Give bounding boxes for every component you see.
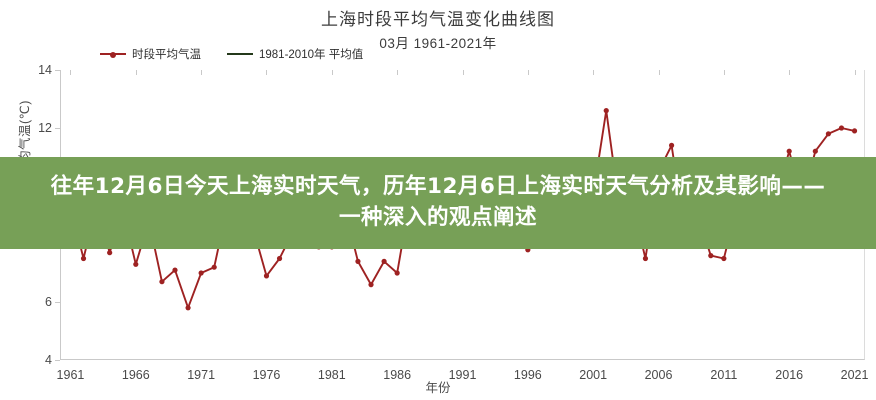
data-point-marker[interactable] [721,255,727,262]
data-point-marker[interactable] [355,258,361,264]
x-tick-label: 1986 [383,368,412,382]
x-tick-label: 2016 [775,368,804,382]
x-tick-label: 2011 [710,368,738,382]
data-point-marker[interactable] [381,258,387,264]
legend-item-average[interactable]: 1981-2010年 平均值 [227,46,363,62]
x-tick-mark [135,70,137,75]
legend-label-average: 1981-2010年 平均值 [259,49,364,61]
data-point-marker[interactable] [276,255,283,262]
data-point-marker[interactable] [825,131,832,137]
data-point-marker[interactable] [172,267,178,273]
legend-item-series[interactable]: 时段平均气温 [100,46,201,62]
x-tick-mark [266,70,268,75]
x-tick-label: 2001 [579,368,608,382]
x-tick-mark [331,70,333,75]
y-tick-label: 14 [38,63,52,77]
data-point-marker[interactable] [708,253,714,259]
overlay-banner: 往年12月6日今天上海实时天气，历年12月6日上海实时天气分析及其影响——一种深… [0,157,876,249]
chart-legend: 时段平均气温 1981-2010年 平均值 [100,46,363,62]
x-tick-mark [201,70,203,75]
data-point-marker[interactable] [107,250,113,256]
x-tick-label: 2006 [644,368,673,382]
data-point-marker[interactable] [812,148,818,154]
data-point-marker[interactable] [642,255,649,262]
data-point-marker[interactable] [263,273,270,279]
x-tick-mark [397,70,399,75]
data-point-marker[interactable] [838,125,845,131]
x-tick-label: 1981 [317,368,346,382]
x-tick-label: 1976 [252,368,281,382]
x-tick-mark [593,70,595,75]
x-tick-label: 1961 [56,368,85,382]
x-tick-mark [854,70,856,75]
x-tick-mark [789,70,791,75]
y-tick-label: 6 [45,295,52,309]
data-point-marker[interactable] [198,270,204,276]
y-tick-mark [55,302,60,303]
x-tick-label: 1996 [513,368,542,382]
y-tick-mark [55,70,60,71]
data-point-marker[interactable] [159,279,165,285]
data-point-marker[interactable] [603,108,609,114]
legend-label-series: 时段平均气温 [132,49,201,61]
data-point-marker[interactable] [368,282,374,288]
x-tick-label: 1966 [121,368,150,382]
y-tick-label: 12 [38,121,52,135]
x-tick-mark [658,70,660,75]
x-axis-label: 年份 [425,381,451,395]
x-tick-mark [527,70,529,75]
data-point-marker[interactable] [185,305,191,311]
data-point-marker[interactable] [80,255,87,262]
data-point-marker[interactable] [211,264,217,270]
y-tick-mark [55,360,60,361]
data-point-marker[interactable] [394,270,400,276]
y-tick-label: 4 [45,353,52,367]
x-tick-label: 2021 [840,368,869,382]
data-point-marker[interactable] [851,128,858,134]
y-tick-mark [55,128,60,129]
x-tick-mark [462,70,464,75]
chart-subtitle: 03月 1961-2021年 [379,36,497,51]
line-marker-icon [100,53,126,55]
x-tick-mark [70,70,72,75]
chart-title: 上海时段平均气温变化曲线图 [321,10,555,29]
x-tick-label: 1971 [187,368,216,382]
data-point-marker[interactable] [133,261,139,267]
x-tick-mark [723,70,725,75]
overlay-headline: 往年12月6日今天上海实时天气，历年12月6日上海实时天气分析及其影响——一种深… [50,174,826,230]
data-point-marker[interactable] [668,142,675,148]
data-point-marker[interactable] [786,148,792,154]
x-tick-label: 1991 [448,368,477,382]
line-icon [227,53,253,55]
